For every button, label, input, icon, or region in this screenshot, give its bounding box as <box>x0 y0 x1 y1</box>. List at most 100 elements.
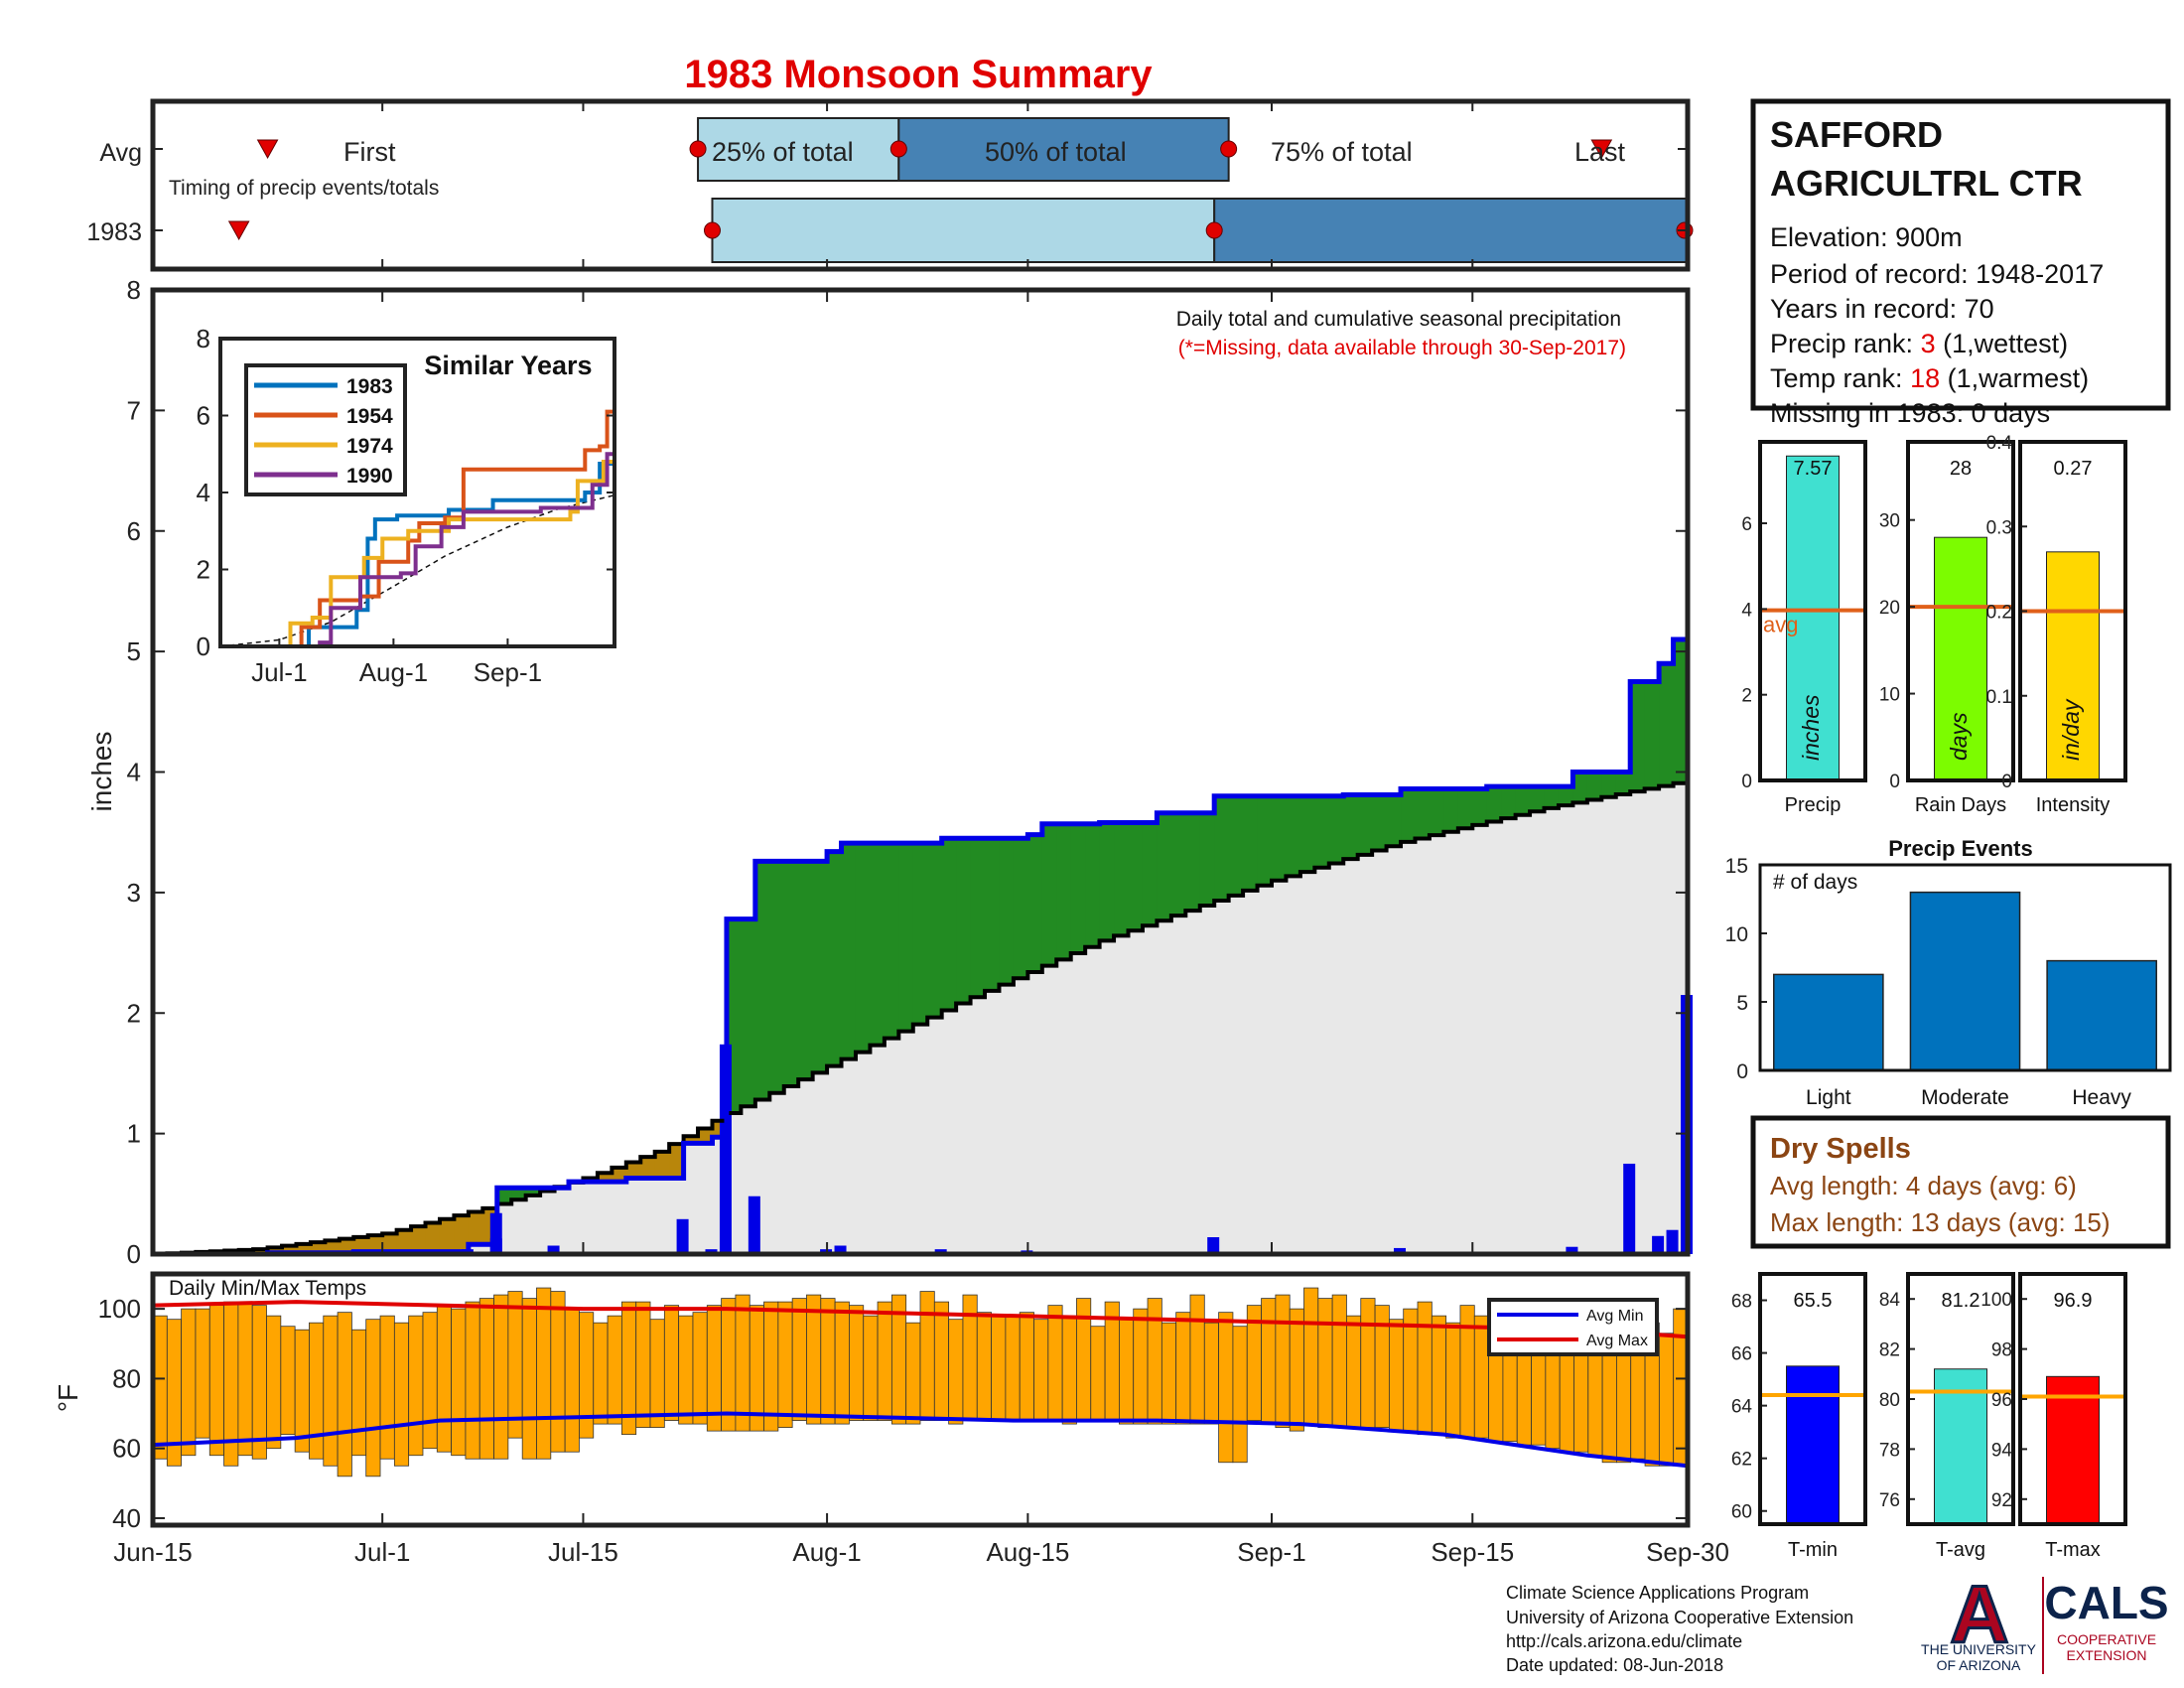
daily-temp-bar <box>692 1312 708 1425</box>
above-avg-fill <box>1572 772 1588 803</box>
above-avg-fill <box>1429 788 1444 836</box>
legend-label-1990: 1990 <box>346 465 393 488</box>
precip-events-ytick-label: 5 <box>1736 992 1748 1015</box>
daily-temp-bar <box>436 1305 453 1453</box>
timing-panel: Avg 1983 Timing of precip events/totals … <box>86 98 1694 272</box>
above-avg-fill <box>1114 822 1130 936</box>
figure-title: 1983 Monsoon Summary <box>684 53 1153 96</box>
dry-spells-avg-length: Avg length: 4 days (avg: 6) <box>1770 1171 2077 1200</box>
daily-temp-bar <box>1232 1326 1248 1464</box>
above-avg-fill <box>798 861 814 1080</box>
above-avg-fill <box>1271 795 1288 881</box>
above-avg-fill <box>1056 823 1072 960</box>
daily-temp-bar <box>1431 1315 1447 1436</box>
avg-last-marker <box>1590 139 1613 160</box>
daily-temp-bar <box>678 1315 694 1425</box>
daily-precip-bar <box>1207 1237 1220 1254</box>
avg-p25-p50-bar <box>697 117 900 182</box>
above-avg-fill <box>1472 788 1488 825</box>
temp-summary-bar <box>1934 1368 1987 1525</box>
daily-temp-bar <box>579 1312 595 1439</box>
above-avg-fill <box>1157 812 1172 921</box>
dry-spells-box: Dry Spells Avg length: 4 days (avg: 6) M… <box>1750 1115 2171 1249</box>
below-avg-fill <box>267 1247 283 1253</box>
daily-temp-bar <box>1275 1294 1291 1429</box>
precip-events-category-label: Light <box>1806 1086 1851 1109</box>
temp-summary-panel-t-min: 65.5 60 62 64 66 68 T-min <box>1731 1272 1867 1561</box>
timing-frame <box>150 98 1691 272</box>
daily-temp-bar <box>663 1305 680 1421</box>
year-p75-marker <box>1205 221 1223 239</box>
below-avg-fill <box>325 1240 341 1253</box>
first-label: First <box>343 137 396 167</box>
below-avg-fill <box>669 1144 685 1179</box>
below-avg-fill <box>454 1215 470 1252</box>
footer-credits: Climate Science Applications Program Uni… <box>1506 1583 1853 1675</box>
temp-summary-frame <box>1906 1272 2015 1526</box>
main-ytick-label: 6 <box>127 516 141 546</box>
daily-temp-bar <box>1445 1322 1461 1439</box>
below-avg-fill <box>339 1238 354 1253</box>
above-avg-fill <box>1372 794 1388 851</box>
daily-temp-bar <box>493 1294 509 1460</box>
below-avg-fill <box>654 1151 670 1179</box>
temp-summary-panel-t-max: 96.9 92 94 96 98 100 T-max <box>1980 1272 2127 1561</box>
temp-summary-ytick-label: 78 <box>1879 1440 1900 1461</box>
similar-years-content: 0 2 4 6 8 Jul-1 Aug-1 Sep-1 <box>197 324 616 687</box>
precip-summary-ytick-label: 2 <box>1741 686 1752 707</box>
precip-events-bar <box>1773 973 1884 1071</box>
precip-summary-category-label: Rain Days <box>1915 794 2006 816</box>
temps-ytick-label: 100 <box>98 1294 141 1324</box>
daily-temp-bar <box>309 1322 325 1460</box>
daily-temp-bar <box>536 1287 552 1460</box>
daily-temp-bar <box>777 1301 793 1429</box>
precip-events-frame <box>1758 863 2172 1072</box>
inset-ytick-label: 8 <box>197 324 210 353</box>
daily-temp-bar <box>1090 1326 1106 1421</box>
station-name-line2: AGRICULTRL CTR <box>1770 163 2083 204</box>
similar-years-legend: 1983 1954 1974 1990 <box>244 363 407 496</box>
temp-summary-category-label: T-min <box>1788 1539 1838 1561</box>
similar-years-line-1974 <box>220 427 616 648</box>
temp-rank-suffix: (1,warmest) <box>1940 363 2089 393</box>
p25-label: 25% of total <box>712 137 854 167</box>
precip-rank-suffix: (1,wettest) <box>1936 329 2069 358</box>
footer-line-3: http://cals.arizona.edu/climate <box>1506 1631 1742 1651</box>
precip-events-category-label: Moderate <box>1921 1086 2009 1109</box>
footer-line-1: Climate Science Applications Program <box>1506 1583 1809 1603</box>
precip-summary-unit-label: inches <box>1798 694 1824 761</box>
year-p75-last-bar <box>1213 198 1690 263</box>
precip-summary-avg-label: avg <box>1763 613 1798 637</box>
inset-ytick-label: 6 <box>197 401 210 431</box>
daily-temps-legend-frame <box>1487 1298 1659 1356</box>
inset-xtick-label: Aug-1 <box>359 657 428 687</box>
temp-summary-ytick-label: 76 <box>1879 1490 1900 1511</box>
daily-temp-bar <box>933 1301 950 1421</box>
daily-temp-bar <box>323 1315 339 1467</box>
above-avg-fill <box>1558 786 1574 806</box>
daily-temp-bar <box>649 1319 665 1429</box>
daily-temp-bar <box>251 1305 267 1460</box>
year-p25-marker <box>703 221 721 239</box>
station-name-line1: SAFFORD <box>1770 114 1943 155</box>
temp-summary-category-label: T-avg <box>1936 1539 1985 1561</box>
precip-summary-ytick-label: 4 <box>1741 600 1752 621</box>
below-avg-fill <box>625 1162 641 1179</box>
daily-temp-bar <box>1261 1298 1277 1425</box>
precip-summary-ytick-label: 20 <box>1879 598 1900 619</box>
daily-temp-bar <box>635 1301 651 1429</box>
precip-summary-frame <box>1906 440 2015 782</box>
temp-summary-ytick-label: 68 <box>1731 1292 1752 1313</box>
xtick-label: Aug-15 <box>986 1537 1069 1567</box>
precip-rank: Precip rank: 3 (1,wettest) <box>1770 329 2068 358</box>
daily-temp-bar <box>550 1291 566 1453</box>
daily-temp-bar <box>1160 1322 1177 1425</box>
temp-summary-ytick-label: 66 <box>1731 1344 1752 1365</box>
daily-temp-bar <box>393 1322 410 1467</box>
daily-temps-chart: 40 60 80 100 Jun-15 Jul-1 Jul-15 Aug-1 Aug-15 Sep… <box>53 1271 1729 1567</box>
temp-summary-value-label: 65.5 <box>1794 1290 1833 1312</box>
daily-temp-bar <box>365 1319 381 1477</box>
precip-summary-panel-rain-days: 28 days 0 10 20 30 Rain Days <box>1879 440 2015 816</box>
below-avg-fill <box>382 1233 398 1252</box>
daily-temps-content: 40 60 80 100 Jun-15 Jul-1 Jul-15 Aug-1 Aug-15 Sep… <box>98 1287 1729 1567</box>
